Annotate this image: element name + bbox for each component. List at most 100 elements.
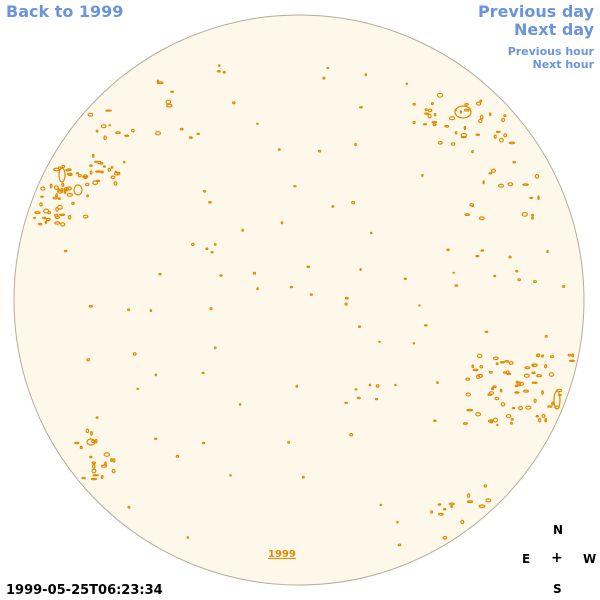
magnetic-contour <box>95 179 101 183</box>
magnetic-contour <box>356 396 361 400</box>
magnetic-contour <box>61 164 66 168</box>
year-link[interactable]: 1999 <box>268 549 296 560</box>
magnetic-contour <box>495 130 501 134</box>
magnetic-contour <box>364 73 367 77</box>
magnetic-contour <box>170 90 175 94</box>
magnetic-contour <box>460 135 467 139</box>
magnetic-contour <box>488 391 495 395</box>
magnetic-contour <box>475 412 482 417</box>
magnetic-contour <box>85 428 90 434</box>
magnetic-contour <box>95 129 99 133</box>
magnetic-contour <box>502 371 507 374</box>
magnetic-contour <box>54 221 61 225</box>
compass-center: + <box>551 550 563 566</box>
magnetic-contour <box>331 205 335 208</box>
magnetic-contour <box>490 387 494 391</box>
magnetic-contour <box>92 180 98 186</box>
magnetic-contour <box>396 520 399 524</box>
magnetic-contour <box>504 359 510 363</box>
magnetic-contour <box>74 441 80 445</box>
magnetic-contour <box>436 381 439 385</box>
magnetic-contour <box>433 419 437 422</box>
magnetic-contour <box>509 421 513 425</box>
magnetic-contour <box>463 108 470 112</box>
magnetic-contour <box>412 342 416 345</box>
magnetic-contour <box>289 285 293 289</box>
next-day-link[interactable]: Next day <box>514 20 594 39</box>
previous-hour-link[interactable]: Previous hour <box>507 45 594 58</box>
magnetic-contour <box>424 108 428 112</box>
magnetic-contour <box>153 437 158 440</box>
next-hour-link[interactable]: Next hour <box>532 58 595 71</box>
magnetic-contour <box>500 402 506 407</box>
magnetic-contour <box>507 182 514 187</box>
back-to-year-link[interactable]: Back to 1999 <box>6 2 124 21</box>
magnetic-contour <box>533 398 537 403</box>
magnetic-contour <box>379 503 383 507</box>
magnetic-contour <box>71 201 75 205</box>
magnetic-contour <box>322 76 326 80</box>
magnetic-contour <box>459 110 462 114</box>
magnetic-contour <box>154 373 158 377</box>
previous-day-link[interactable]: Previous day <box>477 2 594 21</box>
magnetic-contour <box>99 161 104 165</box>
magnetic-contour <box>326 66 330 70</box>
magnetic-contour <box>454 131 458 135</box>
magnetic-contour <box>91 439 95 444</box>
magnetic-contour <box>532 280 537 284</box>
compass-south: S <box>553 582 562 596</box>
magnetic-contour <box>186 536 190 539</box>
magnetic-contour <box>508 361 514 366</box>
magnetic-contour <box>521 211 528 217</box>
magnetic-contour <box>156 79 160 85</box>
magnetic-contour <box>280 221 284 225</box>
magnetic-contour <box>38 222 43 226</box>
magnetic-contour <box>437 140 443 145</box>
compass-east: E <box>522 552 531 566</box>
magnetic-contour <box>524 366 531 370</box>
magnetic-contour <box>375 384 380 388</box>
magnetic-contour <box>512 160 516 164</box>
magnetic-contour <box>510 418 514 421</box>
observation-timestamp: 1999-05-25T06:23:34 <box>6 583 163 598</box>
magnetic-contour <box>349 433 354 437</box>
magnetic-contour <box>100 124 107 129</box>
magnetic-contour <box>191 242 195 247</box>
magnetic-contour <box>277 148 281 151</box>
magnetic-contour <box>540 354 544 358</box>
magnetic-contour-large <box>73 184 83 196</box>
compass-north: N <box>553 523 564 537</box>
magnetic-contour <box>358 325 362 329</box>
magnetic-contour <box>466 408 474 412</box>
magnetic-contour <box>501 117 506 123</box>
magnetic-contour <box>65 168 70 172</box>
magnetic-contour <box>213 242 217 246</box>
magnetic-contour <box>484 330 489 334</box>
magnetic-contour <box>460 519 465 525</box>
magnetic-contour <box>496 423 499 426</box>
magnetic-contour <box>166 103 173 108</box>
magnetic-contour <box>531 213 535 217</box>
magnetic-contour <box>495 362 499 366</box>
magnetic-contour <box>478 118 483 124</box>
magnetic-contour <box>112 458 116 463</box>
magnetic-contour <box>295 384 299 388</box>
magnetic-contour <box>479 364 484 369</box>
magnetic-contour <box>494 396 500 401</box>
magnetic-contour <box>229 474 232 477</box>
magnetic-contour <box>90 431 93 436</box>
magnetic-contour <box>503 133 508 138</box>
magnetic-contour <box>110 458 113 463</box>
magnetic-contour <box>422 123 428 126</box>
magnetic-contour <box>397 543 402 547</box>
magnetic-contour <box>54 215 60 220</box>
magnetic-contour <box>238 403 242 406</box>
magnetic-contour <box>541 414 546 419</box>
magnetic-contour <box>115 131 121 135</box>
magnetic-contour <box>443 507 447 511</box>
magnetic-contour <box>45 217 51 222</box>
magnetic-contour <box>67 214 72 220</box>
magnetic-contour <box>547 405 553 408</box>
magnetic-contour <box>91 153 95 158</box>
magnetic-contour <box>203 189 207 193</box>
